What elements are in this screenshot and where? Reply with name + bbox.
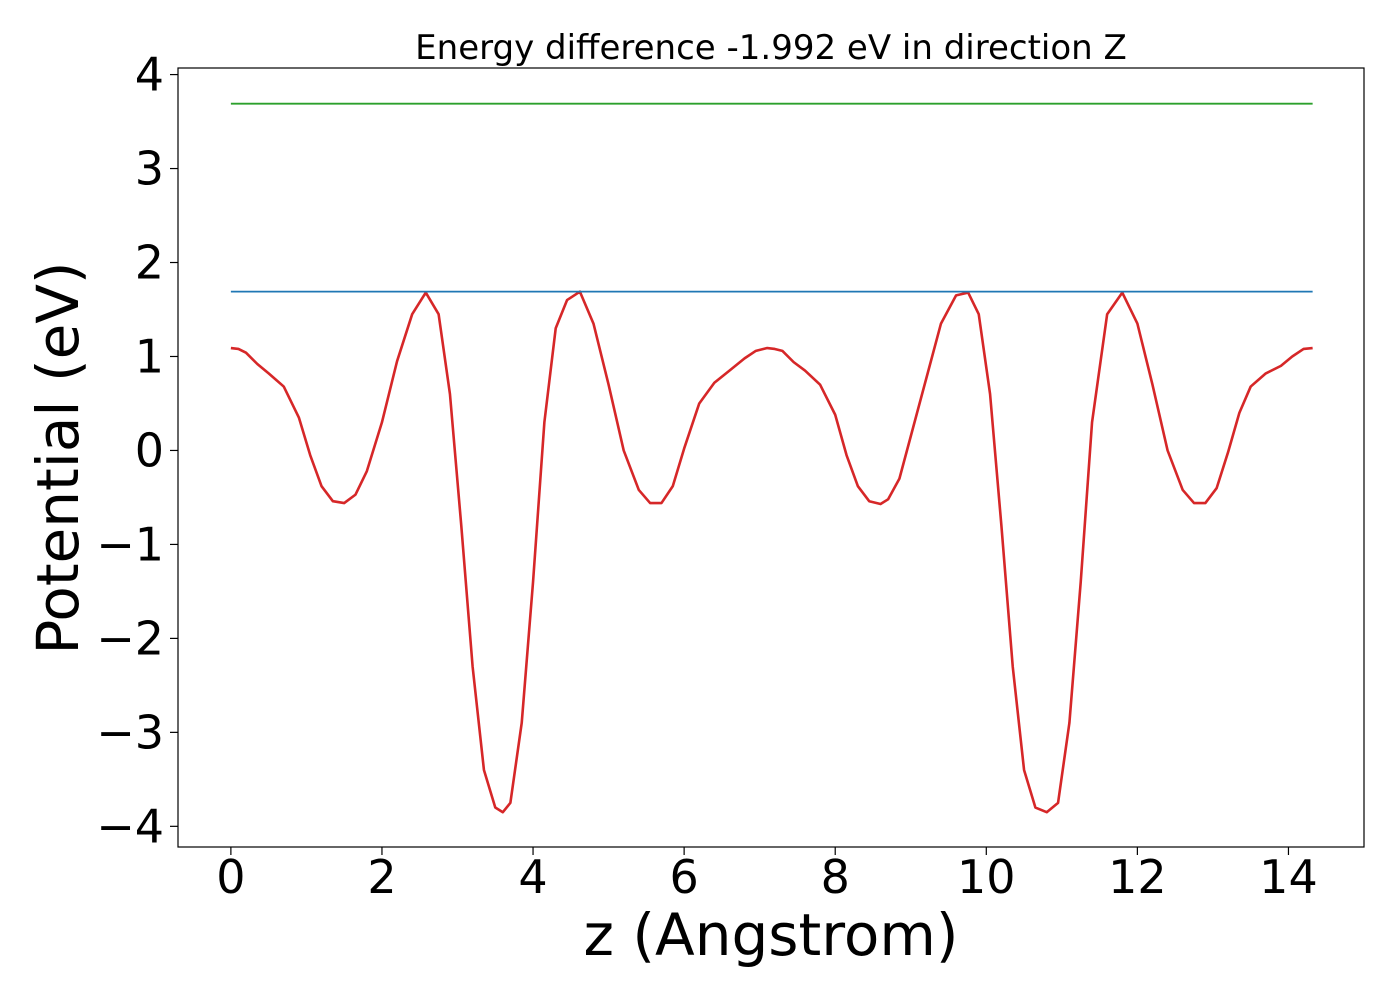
x-axis-label: z (Angstrom) [584, 901, 959, 969]
y-tick-label: −2 [96, 611, 164, 665]
x-tick-label: 4 [518, 850, 547, 904]
y-tick-label: −1 [96, 517, 164, 571]
y-axis-label: Potential (eV) [24, 261, 92, 654]
y-tick-label: 0 [135, 423, 164, 477]
y-tick-label: −3 [96, 705, 164, 759]
y-axis-ticks: −4 −3 −2 −1 0 1 2 3 4 [96, 48, 178, 853]
y-tick-label: −4 [96, 799, 164, 853]
x-tick-label: 2 [367, 850, 396, 904]
x-tick-label: 14 [1259, 850, 1318, 904]
potential-curve [230, 290, 1313, 814]
x-tick-label: 0 [216, 850, 245, 904]
chart-title: Energy difference -1.992 eV in direction… [415, 28, 1127, 68]
y-tick-label: 2 [135, 236, 164, 290]
x-tick-label: 12 [1108, 850, 1167, 904]
axes-frame [177, 67, 1365, 848]
x-axis-ticks: 0 2 4 6 8 10 12 14 [216, 847, 1318, 904]
y-tick-label: 1 [135, 329, 164, 383]
y-tick-label: 4 [135, 48, 164, 102]
y-tick-label: 3 [135, 142, 164, 196]
x-tick-label: 10 [957, 850, 1016, 904]
x-tick-label: 8 [821, 850, 850, 904]
plot-lines [230, 102, 1313, 814]
x-tick-label: 6 [669, 850, 698, 904]
